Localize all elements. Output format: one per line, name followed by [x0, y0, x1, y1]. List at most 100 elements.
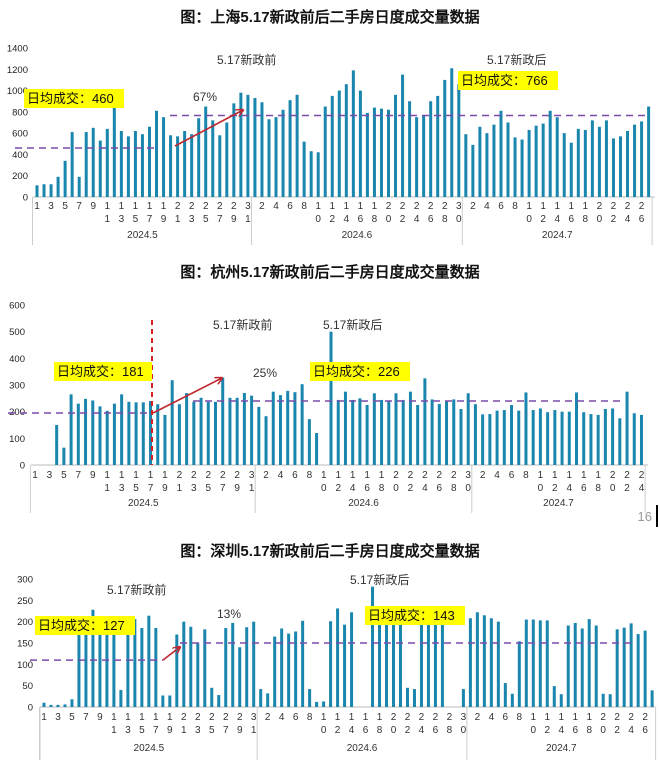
growth-arrow — [152, 378, 222, 414]
bar — [211, 120, 215, 197]
bar — [387, 401, 391, 465]
x-tick-label: 6 — [293, 712, 299, 723]
x-tick-label: 4 — [278, 470, 284, 481]
x-tick-label: 2 — [475, 712, 481, 723]
bar — [70, 132, 74, 197]
bar — [517, 410, 521, 465]
bar — [394, 94, 398, 197]
x-tick-label: 6 — [287, 201, 293, 212]
bar — [471, 144, 475, 197]
bar — [190, 134, 194, 197]
avg-before-label: 日均成交：181 — [57, 364, 144, 379]
bar — [239, 92, 243, 197]
bar — [176, 136, 180, 197]
bar — [189, 626, 193, 707]
bar — [567, 411, 571, 465]
bar — [437, 403, 441, 465]
bar — [622, 627, 626, 707]
bar — [127, 401, 131, 465]
bar — [412, 689, 416, 707]
bar — [365, 405, 369, 465]
bar — [580, 628, 584, 707]
bar — [163, 414, 167, 465]
bar — [594, 625, 598, 707]
bar — [608, 694, 612, 707]
bar — [650, 690, 654, 707]
avg-after-box — [310, 362, 410, 381]
bar — [495, 410, 499, 465]
bar — [336, 399, 340, 465]
bar — [419, 616, 423, 707]
bar — [379, 108, 383, 197]
bar — [632, 413, 636, 465]
bar — [636, 634, 640, 707]
x-tick-label: 1 — [41, 712, 47, 723]
y-tick-label: 1200 — [7, 65, 28, 76]
bar — [293, 392, 297, 465]
bar — [197, 118, 201, 197]
bar — [257, 406, 261, 465]
x-tick-label: 6 — [509, 470, 515, 481]
month-label: 2024.6 — [342, 230, 373, 241]
bar — [196, 643, 200, 707]
bar — [513, 137, 517, 197]
bar — [112, 626, 116, 707]
bar — [214, 401, 217, 465]
bar — [450, 68, 454, 197]
bar — [288, 100, 292, 197]
bar — [538, 620, 542, 707]
bar — [343, 624, 347, 707]
bar — [394, 393, 398, 465]
bar — [98, 140, 102, 197]
bar — [520, 139, 524, 197]
bar — [552, 686, 556, 707]
before-policy-label: 5.17新政前 — [217, 52, 276, 67]
bar — [452, 399, 456, 465]
bar — [273, 636, 277, 707]
bar — [84, 132, 88, 197]
bar — [49, 704, 53, 707]
bar — [392, 619, 395, 707]
bar — [281, 109, 285, 197]
bar — [611, 408, 615, 465]
bar — [245, 627, 249, 707]
bar — [380, 399, 384, 465]
y-tick-label: 0 — [23, 193, 28, 204]
bar — [604, 120, 608, 197]
bar — [162, 117, 166, 197]
bar — [541, 123, 545, 197]
bar — [278, 395, 282, 465]
bar — [337, 90, 341, 197]
bar — [155, 110, 159, 197]
bar — [177, 404, 181, 465]
before-policy-label: 5.17新政前 — [107, 582, 166, 597]
x-tick-label: 3 — [47, 470, 53, 481]
bar — [192, 401, 196, 465]
bar — [336, 608, 340, 707]
bar — [590, 120, 594, 197]
y-tick-label: 50 — [22, 681, 33, 692]
bar — [603, 409, 607, 465]
bar — [169, 135, 173, 197]
bar — [175, 634, 179, 707]
bar — [506, 122, 510, 197]
x-tick-label: 2 — [480, 470, 486, 481]
x-tick-label: 8 — [307, 712, 313, 723]
